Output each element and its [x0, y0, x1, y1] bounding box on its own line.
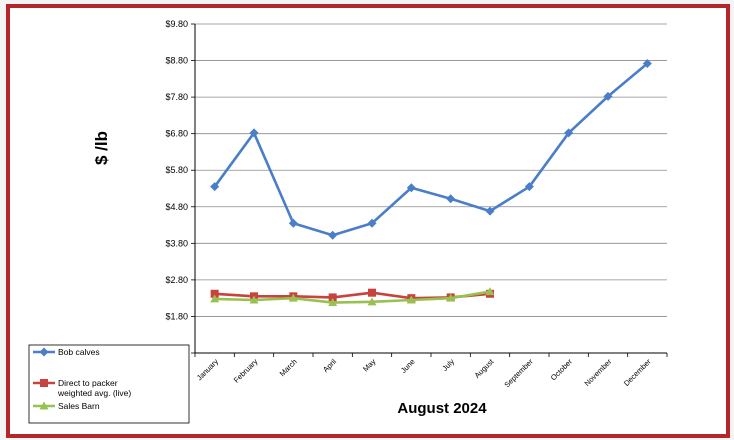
data-point — [288, 218, 298, 228]
y-tick-label: $5.80 — [165, 165, 188, 175]
y-tick-label: $8.80 — [165, 56, 188, 66]
legend: Bob calves Direct to packer weighted avg. … — [28, 344, 190, 424]
data-point — [485, 287, 495, 296]
y-tick-label: $9.80 — [165, 19, 188, 29]
y-tick-label: $4.80 — [165, 202, 188, 212]
series-line — [213, 62, 649, 237]
series-group — [210, 58, 652, 307]
x-tick-label: May — [361, 357, 378, 374]
data-point — [642, 58, 652, 68]
data-point — [367, 218, 377, 228]
x-tick-label: January — [195, 357, 220, 382]
data-point — [249, 128, 259, 138]
x-tick-label: February — [232, 357, 260, 385]
data-point — [328, 230, 338, 240]
x-tick-label: March — [278, 357, 299, 378]
y-tick-label: $7.80 — [165, 92, 188, 102]
gridlines — [195, 23, 667, 354]
x-tick-label: August — [473, 356, 497, 380]
data-point — [603, 91, 613, 101]
data-point — [367, 297, 377, 306]
x-tick-label: November — [583, 357, 614, 388]
y-axis-title: $ /lb — [92, 131, 111, 165]
series-bob-calves — [210, 58, 652, 240]
data-point — [328, 293, 337, 302]
legend-label-line: Direct to packer — [58, 378, 118, 388]
y-tick-label: $1.80 — [165, 311, 188, 321]
data-point — [210, 294, 220, 303]
series-line — [214, 290, 491, 304]
legend-box — [28, 344, 190, 424]
x-tick-label: June — [399, 357, 417, 375]
axes: $0.80$1.80$2.80$3.80$4.80$5.80$6.80$7.80… — [165, 19, 668, 390]
x-tick-label: September — [502, 357, 535, 390]
data-point — [564, 128, 574, 138]
x-tick-label: October — [549, 357, 575, 383]
data-point — [328, 298, 338, 307]
legend-swatch-marker — [39, 401, 49, 410]
x-tick-label: December — [622, 357, 653, 388]
data-point — [288, 293, 298, 302]
x-tick-label: April — [321, 357, 338, 374]
legend-label: Sales Barn — [58, 401, 100, 411]
legend-swatch-marker — [40, 379, 48, 387]
data-point — [446, 194, 456, 204]
data-point — [524, 182, 534, 192]
data-point — [210, 289, 219, 298]
data-point — [210, 182, 220, 192]
y-tick-label: $6.80 — [165, 129, 188, 139]
data-point — [368, 288, 376, 297]
data-point — [406, 183, 416, 193]
series-sales-barn — [210, 287, 495, 307]
x-tick-label: July — [440, 357, 456, 373]
y-tick-label: $3.80 — [165, 238, 188, 248]
data-point — [249, 295, 259, 304]
y-tick-label: $2.80 — [165, 275, 188, 285]
data-point — [406, 295, 416, 304]
legend-label-line: weighted avg. (live) — [57, 388, 131, 398]
legend-swatch-marker — [39, 347, 49, 357]
data-point — [446, 293, 456, 302]
legend-label: Direct to packer weighted avg. (live) — [57, 378, 131, 398]
legend-label: Bob calves — [58, 347, 100, 357]
data-point — [485, 206, 495, 216]
x-axis-title: August 2024 — [397, 400, 487, 417]
